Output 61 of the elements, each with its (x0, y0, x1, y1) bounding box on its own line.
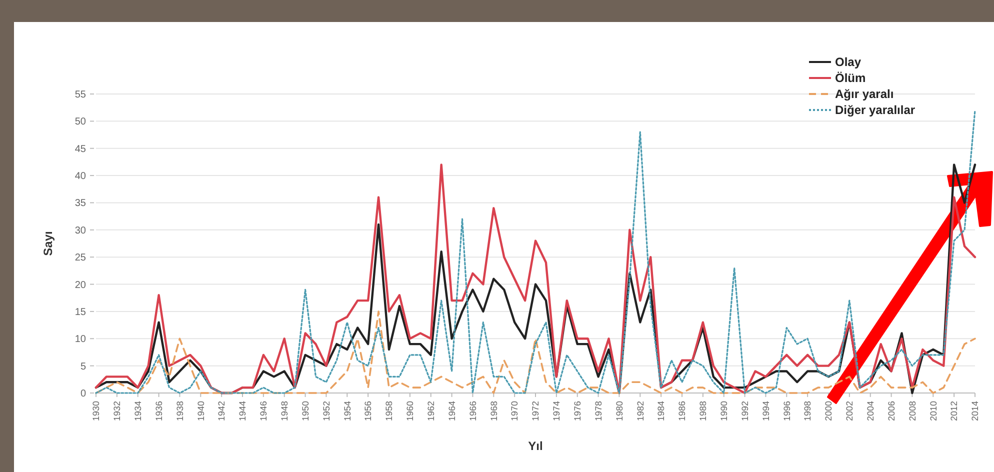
x-tick-label: 1978 (593, 401, 604, 422)
x-tick-label: 1952 (321, 401, 332, 422)
y-tick-label: 50 (74, 116, 86, 128)
x-tick-label: 2000 (824, 401, 834, 422)
x-tick-label: 1954 (342, 401, 352, 422)
x-tick-label: 2014 (970, 401, 980, 422)
x-axis-title: Yıl (528, 439, 543, 453)
x-tick-label: 1948 (280, 401, 290, 422)
legend-label: Olay (835, 55, 862, 70)
x-tick-label: 1976 (572, 401, 583, 422)
x-tick-label: 2002 (844, 401, 855, 422)
x-tick-label: 1974 (552, 401, 562, 422)
x-tick-label: 1938 (174, 401, 185, 422)
x-tick-label: 1968 (488, 401, 499, 422)
x-tick-label: 2010 (928, 401, 938, 422)
y-tick-label: 55 (74, 90, 86, 100)
x-tick-label: 1962 (426, 401, 436, 422)
x-tick-label: 1984 (656, 401, 666, 422)
y-tick-label: 25 (74, 252, 86, 264)
x-tick-label: 1944 (238, 401, 248, 422)
legend-label: Diğer yaralılar (835, 103, 916, 118)
x-tick-label: 1982 (635, 401, 646, 422)
x-tick-label: 1956 (363, 401, 374, 422)
legend-label: Ağır yaralı (835, 87, 894, 102)
x-tick-label: 1942 (216, 401, 227, 422)
y-tick-label: 10 (74, 334, 86, 346)
y-tick-label: 0 (80, 388, 86, 400)
x-tick-label: 1934 (133, 401, 144, 422)
legend-label: Ölüm (835, 71, 866, 86)
y-tick-label: 45 (74, 144, 86, 155)
x-tick-label: 1960 (405, 401, 416, 422)
x-tick-label: 1970 (510, 401, 520, 422)
x-tick-label: 2004 (866, 401, 876, 422)
x-tick-label: 1966 (468, 401, 478, 422)
x-tick-label: 1946 (258, 401, 269, 422)
x-tick-label: 1996 (782, 401, 792, 422)
x-tick-label: 2006 (886, 401, 896, 422)
y-tick-label: 30 (74, 225, 86, 236)
x-tick-label: 1958 (384, 401, 394, 422)
x-tick-label: 1990 (719, 401, 730, 422)
x-tick-label: 1998 (802, 401, 813, 422)
x-tick-label: 1936 (154, 401, 164, 422)
x-tick-label: 1992 (740, 401, 750, 422)
y-tick-label: 40 (74, 171, 86, 182)
x-tick-label: 1994 (760, 401, 771, 422)
x-tick-label: 2012 (949, 401, 960, 422)
y-tick-label: 35 (74, 198, 86, 210)
y-tick-label: 5 (80, 361, 86, 372)
x-tick-label: 1932 (112, 401, 122, 422)
x-tick-label: 1972 (530, 401, 541, 422)
x-tick-label: 1986 (677, 401, 688, 422)
x-tick-label: 2008 (907, 401, 918, 422)
y-axis-title: Sayı (41, 231, 55, 256)
x-tick-label: 1964 (446, 401, 457, 422)
x-tick-label: 1930 (91, 401, 102, 422)
x-tick-label: 1980 (614, 401, 624, 422)
x-tick-label: 1950 (300, 401, 310, 422)
y-tick-label: 20 (74, 280, 86, 291)
y-tick-label: 15 (74, 306, 86, 318)
x-tick-label: 1988 (698, 401, 708, 422)
x-tick-label: 1940 (196, 401, 206, 422)
